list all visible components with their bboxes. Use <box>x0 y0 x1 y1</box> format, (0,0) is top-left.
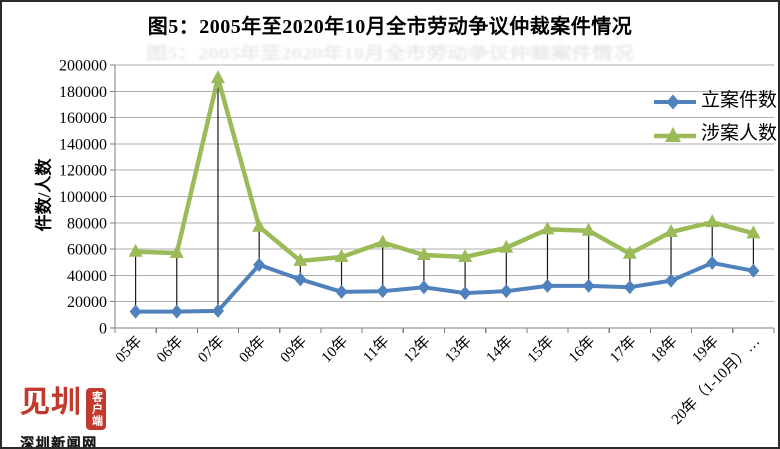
series-立案件数 <box>129 255 760 319</box>
x-tick-label: 06年 <box>153 333 186 366</box>
shenzhen-news-watermark: 见圳 客户端 深圳新闻网 <box>20 386 170 447</box>
y-tick-label: 20000 <box>67 294 107 311</box>
x-tick-label: 18年 <box>648 333 681 366</box>
chart-title: 图5：2005年至2020年10月全市劳动争议仲裁案件情况 <box>147 16 633 38</box>
triangle-marker <box>581 222 596 236</box>
diamond-marker <box>541 278 554 293</box>
diamond-marker <box>706 255 719 270</box>
x-tick-label: 11年 <box>360 333 393 366</box>
diamond-marker <box>666 94 680 110</box>
legend-label-people-involved: 涉案人数 <box>701 123 778 144</box>
diamond-marker <box>459 286 472 301</box>
diamond-marker <box>335 284 348 299</box>
triangle-marker <box>499 239 514 253</box>
x-tick-label: 08年 <box>236 333 269 366</box>
logo-client-badge: 客户端 <box>86 388 106 430</box>
triangle-marker <box>210 70 225 84</box>
x-tick-label: 19年 <box>689 333 722 366</box>
series-涉案人数 <box>128 70 761 266</box>
triangle-marker <box>664 224 679 238</box>
x-tick-label: 07年 <box>195 333 228 366</box>
legend <box>654 94 696 142</box>
axes <box>114 65 775 333</box>
x-tick-label: 14年 <box>483 333 516 366</box>
y-tick-labels: 0 20000 40000 60000 80000 100000 120000 140000 1… <box>59 58 107 338</box>
y-tick-label: 200000 <box>59 58 107 75</box>
diamond-marker <box>417 280 430 295</box>
diamond-marker <box>129 304 142 319</box>
triangle-marker <box>252 218 267 232</box>
diamond-marker <box>665 273 678 288</box>
y-tick-label: 0 <box>99 321 107 338</box>
y-tick-label: 80000 <box>67 215 107 232</box>
diamond-marker <box>294 272 307 287</box>
logo-brand-text: 见圳 <box>20 386 82 419</box>
triangle-marker <box>622 245 637 259</box>
diamond-marker <box>376 284 389 299</box>
triangle-marker <box>705 214 720 228</box>
triangle-marker <box>416 247 431 261</box>
diamond-marker <box>211 303 224 318</box>
diamond-marker <box>500 284 513 299</box>
triangle-marker <box>128 243 143 257</box>
diamond-marker <box>170 304 183 319</box>
logo-badge-text: 客户端 <box>90 391 103 427</box>
diamond-marker <box>253 257 266 272</box>
triangle-marker <box>458 248 473 262</box>
x-tick-label: 09年 <box>277 333 310 366</box>
x-tick-label: 16年 <box>565 333 598 366</box>
x-tick-label: 12年 <box>400 333 433 366</box>
y-tick-label: 100000 <box>59 189 107 206</box>
triangle-marker <box>293 252 308 266</box>
triangle-marker <box>665 127 681 142</box>
logo-subtext: 深圳新闻网 <box>20 437 98 449</box>
x-tick-label: 05年 <box>112 333 145 366</box>
triangle-marker <box>334 248 349 262</box>
triangle-marker <box>169 245 184 259</box>
triangle-marker <box>375 234 390 248</box>
y-tick-label: 40000 <box>67 268 107 285</box>
y-tick-label: 60000 <box>67 242 107 259</box>
x-tick-label: 15年 <box>524 333 557 366</box>
legend-label-cases-filed: 立案件数 <box>701 90 778 111</box>
y-tick-label: 180000 <box>59 84 107 101</box>
x-tick-label: 17年 <box>606 333 639 366</box>
diamond-marker <box>623 280 636 295</box>
y-tick-label: 160000 <box>59 110 107 127</box>
x-tick-label: 13年 <box>442 333 475 366</box>
triangle-marker <box>746 225 761 239</box>
triangle-marker <box>540 221 555 235</box>
diamond-marker <box>582 278 595 293</box>
diamond-marker <box>747 263 760 278</box>
x-tick-label: 10年 <box>318 333 351 366</box>
y-tick-label: 140000 <box>59 136 107 153</box>
x-tick-labels: 05年 06年 07年 08年 09年 10年 11年 12年 13年 14年 15年 16年 17年 1… <box>112 333 763 428</box>
y-tick-label: 120000 <box>59 163 107 180</box>
